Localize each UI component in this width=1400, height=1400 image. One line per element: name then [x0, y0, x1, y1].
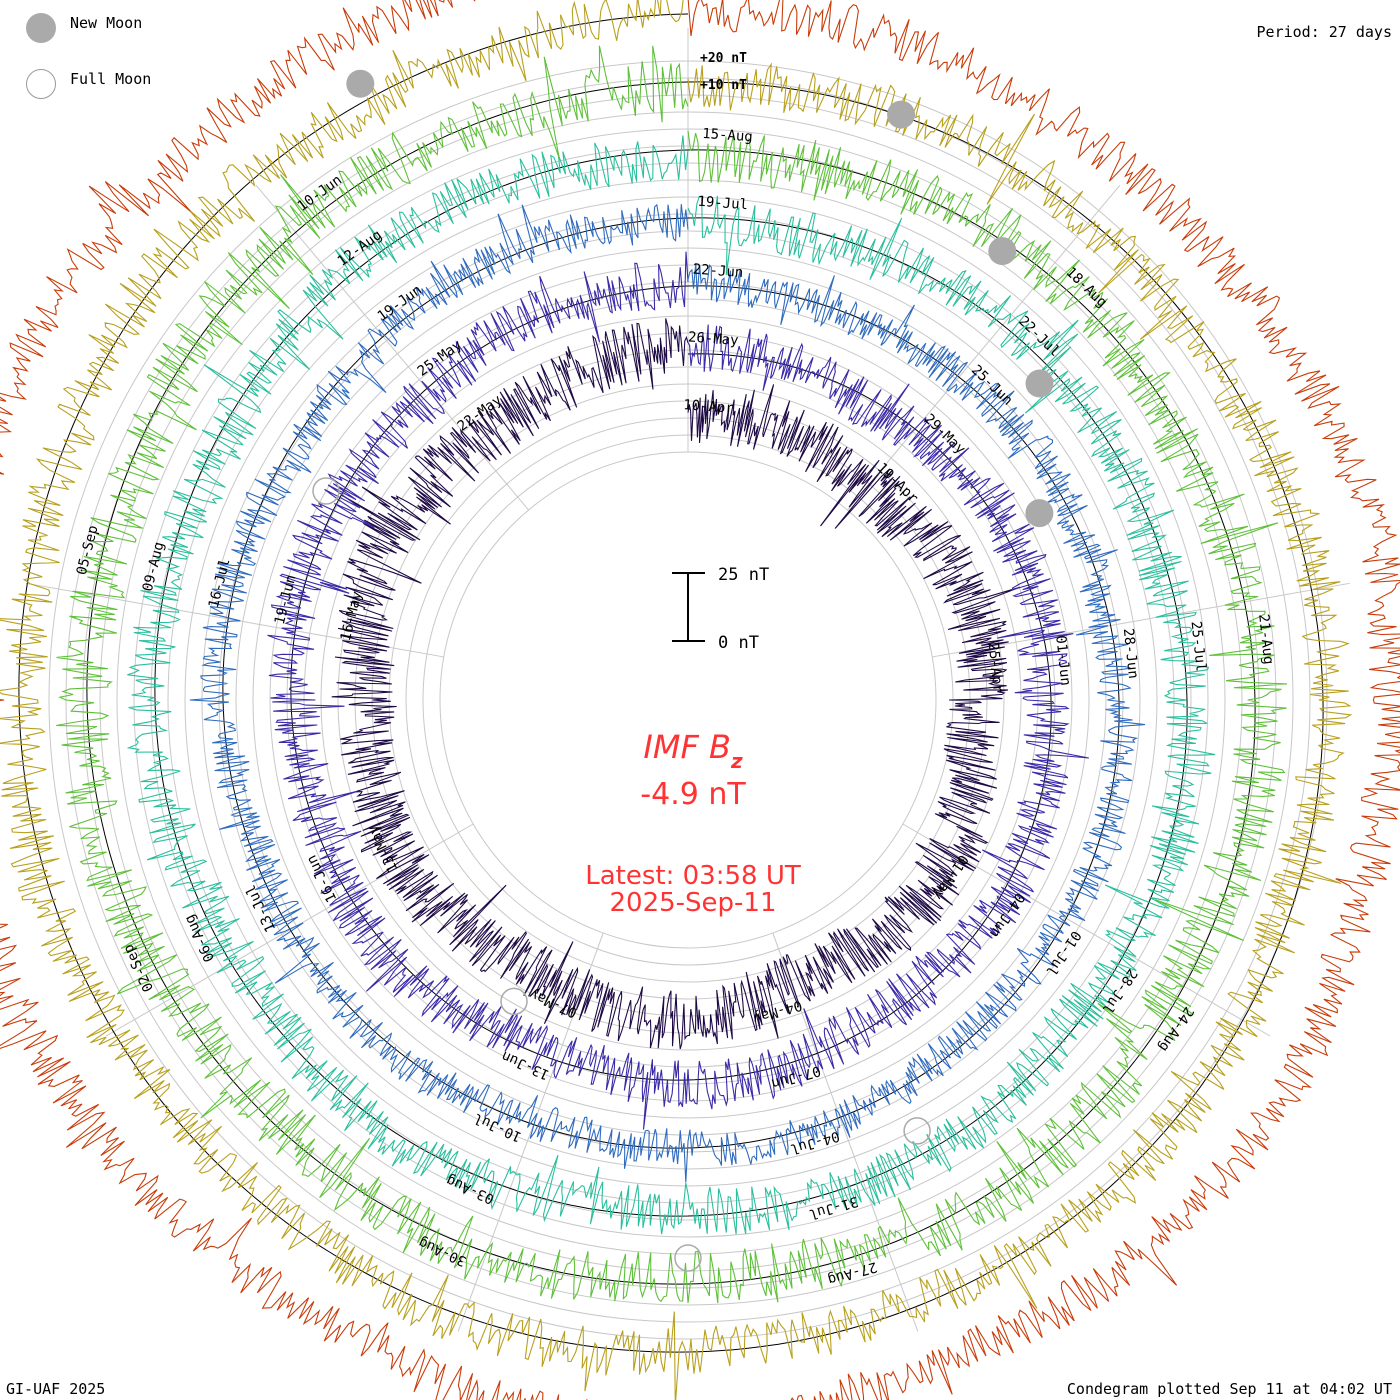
date-label: 10-Jun — [295, 172, 345, 215]
ring-label-20nt: +20 nT — [700, 51, 747, 66]
center-title-sub: z — [730, 749, 743, 773]
zero-line — [86, 81, 1256, 1285]
trace-cycle-6 — [0, 0, 1353, 1400]
trace-cycle-3 — [189, 203, 1146, 1183]
date-label: 12-Aug — [335, 227, 385, 270]
date-label: 22-Jun — [692, 262, 744, 281]
radial-spoke — [457, 932, 604, 1332]
date-label: 16-Jun — [304, 852, 341, 904]
new-moon-icon — [26, 13, 56, 43]
trace-cycle-2 — [267, 251, 1090, 1130]
date-label: 04-Jun — [986, 890, 1028, 941]
new-moon-label: New Moon — [70, 14, 143, 32]
scale-top-label: 25 nT — [718, 565, 769, 585]
trace-cycle-4 — [126, 135, 1216, 1235]
new-moon-marker — [346, 69, 375, 98]
new-moon-marker — [988, 237, 1017, 266]
date-label: 19-Jun — [375, 282, 425, 325]
radial-spoke — [255, 184, 529, 511]
date-label: 07-May — [527, 985, 580, 1020]
date-label: 28-Jun — [1120, 628, 1141, 680]
date-label: 01-Jun — [1052, 635, 1073, 687]
date-label: 25-Jul — [1188, 620, 1209, 672]
latest-time: Latest: 03:58 UT — [585, 861, 801, 891]
date-label: 21-Aug — [1255, 613, 1276, 665]
moon-markers — [312, 69, 1054, 1272]
full-moon-marker — [500, 987, 528, 1016]
date-label: 26-May — [687, 329, 739, 348]
date-label: 01-Jul — [1042, 928, 1084, 979]
date-label: 10-Apr — [683, 397, 735, 416]
center-value: -4.9 nT — [640, 777, 746, 812]
period-label: Period: 27 days — [1256, 23, 1392, 41]
date-label: 19-Jul — [697, 194, 749, 213]
center-title: IMF Bz — [643, 728, 743, 773]
new-moon-marker — [1025, 369, 1054, 398]
trace-cycle-5 — [56, 45, 1288, 1304]
date-label: 25-May — [415, 337, 465, 380]
full-moon-marker — [312, 477, 340, 505]
radial-spoke — [847, 184, 1121, 511]
full-moon-marker — [674, 1244, 702, 1272]
center-title-main: IMF B — [643, 728, 731, 766]
full-moon-marker — [903, 1117, 931, 1145]
date-label: 15-Aug — [702, 126, 754, 145]
date-label: 25-Jun — [968, 362, 1015, 409]
trace-cycle-1 — [331, 318, 1020, 1050]
grid-ring — [337, 349, 1039, 1051]
full-moon-label: Full Moon — [70, 70, 152, 88]
radial-spoke — [105, 823, 474, 1037]
grid-ring — [354, 366, 1022, 1034]
scale-bar: 25 nT 0 nT — [672, 565, 769, 653]
new-moon-marker — [1025, 499, 1054, 528]
date-label: 29-May — [921, 411, 968, 458]
plotted-label: Condegram plotted Sep 11 at 04:02 UT — [1066, 1380, 1392, 1398]
radial-spoke — [902, 823, 1271, 1037]
scale-bottom-label: 0 nT — [718, 633, 759, 653]
date-label: 18-Aug — [1063, 264, 1110, 311]
radial-spoke — [932, 582, 1350, 658]
date-label: 25-Apr — [985, 642, 1006, 694]
full-moon-icon — [26, 69, 56, 99]
date-label: 19-Apr — [874, 460, 921, 507]
new-moon-marker — [887, 100, 916, 129]
radial-spokes — [26, 28, 1350, 1332]
latest-date: 2025-Sep-11 — [609, 888, 776, 918]
ring-label-10nt: +10 nT — [700, 78, 747, 93]
credit-label: GI-UAF 2025 — [6, 1380, 106, 1398]
